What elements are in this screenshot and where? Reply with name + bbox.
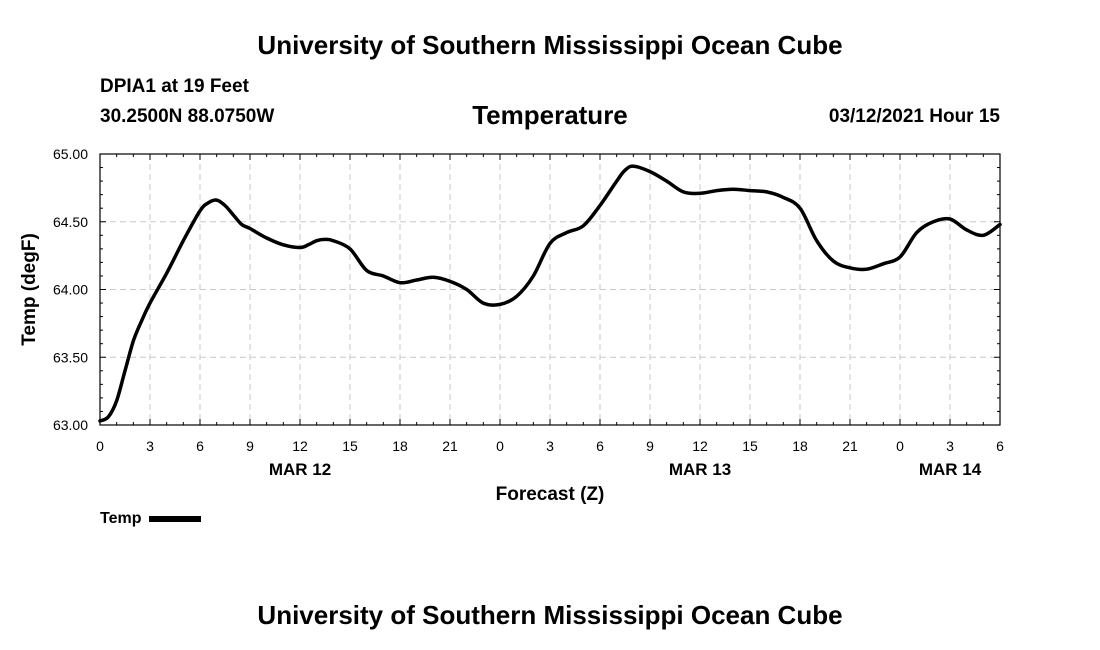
x-tick-label: 9	[246, 438, 254, 454]
x-tick-label: 3	[146, 438, 154, 454]
date-label: MAR 13	[669, 460, 731, 479]
y-tick-label: 64.50	[53, 214, 88, 230]
x-tick-label: 0	[896, 438, 904, 454]
y-axis-label: Temp (degF)	[19, 233, 40, 346]
x-tick-label: 12	[292, 438, 308, 454]
x-tick-label: 15	[742, 438, 758, 454]
chart-title: Temperature	[472, 100, 628, 130]
legend-label: Temp	[100, 510, 142, 527]
station-label: DPIA1 at 19 Feet	[100, 76, 249, 97]
x-tick-label: 6	[996, 438, 1004, 454]
x-tick-label: 18	[392, 438, 408, 454]
x-tick-label: 15	[342, 438, 358, 454]
x-tick-label: 3	[546, 438, 554, 454]
series-line-temp	[98, 164, 1002, 423]
x-tick-label: 9	[646, 438, 654, 454]
date-label: MAR 14	[919, 460, 982, 479]
y-tick-label: 63.50	[53, 349, 88, 365]
legend: Temp	[100, 510, 202, 528]
x-tick-label: 6	[196, 438, 204, 454]
x-tick-label: 18	[792, 438, 808, 454]
plot-frame	[99, 153, 1001, 426]
page-title-top: University of Southern Mississippi Ocean…	[257, 30, 843, 60]
date-label: MAR 12	[269, 460, 331, 479]
x-tick-label: 3	[946, 438, 954, 454]
page-title-bottom: University of Southern Mississippi Ocean…	[257, 600, 843, 630]
x-tick-label: 21	[842, 438, 858, 454]
y-tick-label: 63.00	[53, 417, 88, 433]
legend-line-swatch	[149, 515, 202, 522]
x-tick-label: 0	[96, 438, 104, 454]
coordinates-label: 30.2500N 88.0750W	[100, 106, 275, 127]
x-tick-label: 12	[692, 438, 708, 454]
x-axis-label: Forecast (Z)	[496, 484, 605, 505]
x-tick-label: 6	[596, 438, 604, 454]
x-tick-label: 21	[442, 438, 458, 454]
y-tick-label: 65.00	[53, 146, 88, 162]
datetime-label: 03/12/2021 Hour 15	[828, 106, 1000, 127]
x-tick-label: 0	[496, 438, 504, 454]
y-tick-label: 64.00	[53, 282, 88, 298]
